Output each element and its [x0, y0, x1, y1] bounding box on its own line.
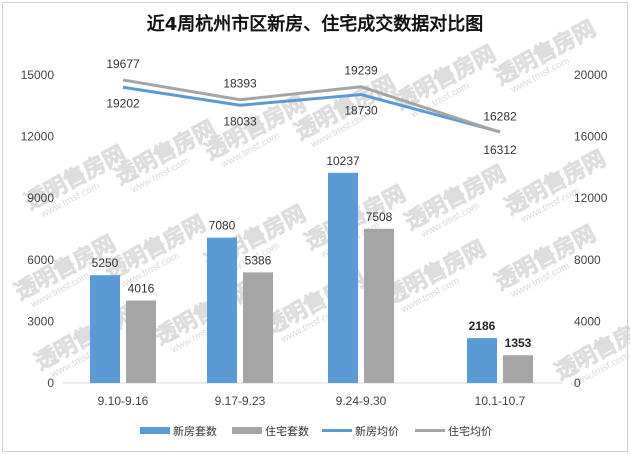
legend-label: 新房均价 [355, 424, 399, 438]
bar-data-label: 2186 [469, 319, 496, 333]
line-data-label: 19239 [344, 64, 378, 78]
bar-new-house-count [328, 172, 358, 383]
line-data-label: 18393 [223, 77, 257, 91]
watermark-text: 透明售房网 [381, 236, 490, 311]
watermark-text: 透明售房网 [391, 41, 500, 116]
x-axis-category-label: 9.17-9.23 [215, 394, 266, 408]
x-axis-category-label: 10.1-10.7 [475, 394, 526, 408]
bar-residential-count [503, 355, 533, 383]
bar-data-label: 1353 [505, 336, 532, 350]
bar-data-label: 7508 [366, 210, 393, 224]
bar-data-label: 4016 [128, 282, 155, 296]
legend-label: 住宅均价 [448, 424, 492, 438]
bar-data-label: 10237 [326, 154, 360, 168]
bar-residential-count [126, 300, 156, 383]
bar-residential-count [364, 228, 394, 383]
left-axis-tick-label: 15000 [21, 68, 55, 82]
right-axis-tick-label: 12000 [574, 191, 608, 205]
legend-swatch [232, 427, 262, 434]
line-data-label: 18033 [223, 114, 257, 128]
legend-label: 新房套数 [173, 424, 217, 438]
line-data-label: 19677 [106, 57, 140, 71]
x-axis-category-label: 9.24-9.30 [336, 394, 387, 408]
bar-data-label: 5250 [92, 256, 119, 270]
bar-new-house-count [207, 237, 237, 383]
bar-data-label: 7080 [209, 219, 236, 233]
line-data-label: 16312 [483, 143, 517, 157]
right-axis-tick-label: 8000 [574, 253, 601, 267]
chart-title: 近4周杭州市区新房、住宅成交数据对比图 [146, 14, 484, 35]
x-axis-category-label: 9.10-9.16 [98, 394, 149, 408]
bar-new-house-count [467, 338, 497, 383]
bar-data-label: 5386 [245, 253, 272, 267]
right-axis-tick-label: 16000 [574, 130, 608, 144]
line-data-label: 19202 [106, 96, 140, 110]
left-axis-tick-label: 12000 [21, 130, 55, 144]
watermark-text: 透明售房网 [101, 211, 210, 286]
line-data-label: 18730 [344, 104, 378, 118]
legend-swatch [140, 427, 170, 434]
bar-residential-count [243, 272, 273, 383]
bar-new-house-count [90, 275, 120, 383]
left-axis-tick-label: 9000 [27, 191, 54, 205]
left-axis-tick-label: 3000 [27, 314, 54, 328]
left-axis-tick-label: 0 [47, 376, 54, 390]
watermark-text: 透明售房网 [401, 161, 510, 236]
line-residential-avg-price [122, 78, 501, 134]
left-axis-tick-label: 6000 [27, 253, 54, 267]
watermark-text: 透明售房网 [31, 301, 140, 376]
line-new-house-avg-price [122, 85, 501, 134]
right-axis-tick-label: 4000 [574, 314, 601, 328]
right-axis-tick-label: 20000 [574, 68, 608, 82]
watermark-text: 透明售房网 [111, 116, 220, 191]
right-axis-tick-label: 0 [574, 376, 581, 390]
legend-label: 住宅套数 [265, 424, 309, 438]
line-data-label: 16282 [483, 109, 517, 123]
watermark-text: 透明售房网 [501, 146, 610, 221]
